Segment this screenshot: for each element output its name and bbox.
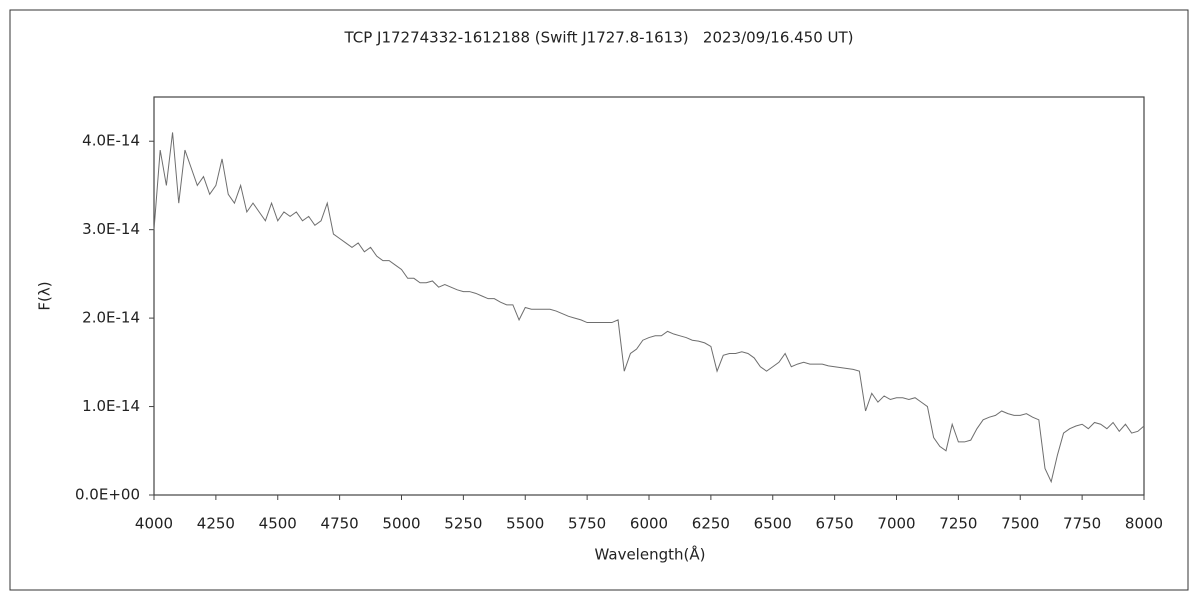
x-tick-label: 7750 [1063,515,1101,533]
x-tick-label: 6250 [692,515,730,533]
x-tick-label: 7500 [1001,515,1039,533]
y-tick-label: 0.0E+00 [75,486,140,504]
y-tick-label: 3.0E-14 [82,220,140,238]
x-tick-label: 5250 [444,515,482,533]
x-tick-label: 6500 [754,515,792,533]
chart-frame [9,9,1189,591]
x-tick-label: 5750 [568,515,606,533]
x-tick-label: 7250 [939,515,977,533]
x-tick-label: 4750 [321,515,359,533]
x-axis-label: Wavelength(Å) [595,545,706,564]
x-tick-label: 7000 [877,515,915,533]
y-tick-label: 4.0E-14 [82,132,140,150]
y-axis-label: F(λ) [36,281,54,310]
y-tick-label: 1.0E-14 [82,397,140,415]
x-tick-label: 5000 [382,515,420,533]
x-tick-label: 5500 [506,515,544,533]
x-tick-label: 6000 [630,515,668,533]
x-tick-label: 4000 [135,515,173,533]
spectrum-line [153,132,1145,484]
y-tick-label: 2.0E-14 [82,309,140,327]
x-tick-label: 4500 [259,515,297,533]
x-tick-label: 4250 [197,515,235,533]
x-tick-label: 6750 [816,515,854,533]
chart-title: TCP J17274332-1612188 (Swift J1727.8-161… [343,29,853,47]
x-tick-label: 8000 [1125,515,1163,533]
